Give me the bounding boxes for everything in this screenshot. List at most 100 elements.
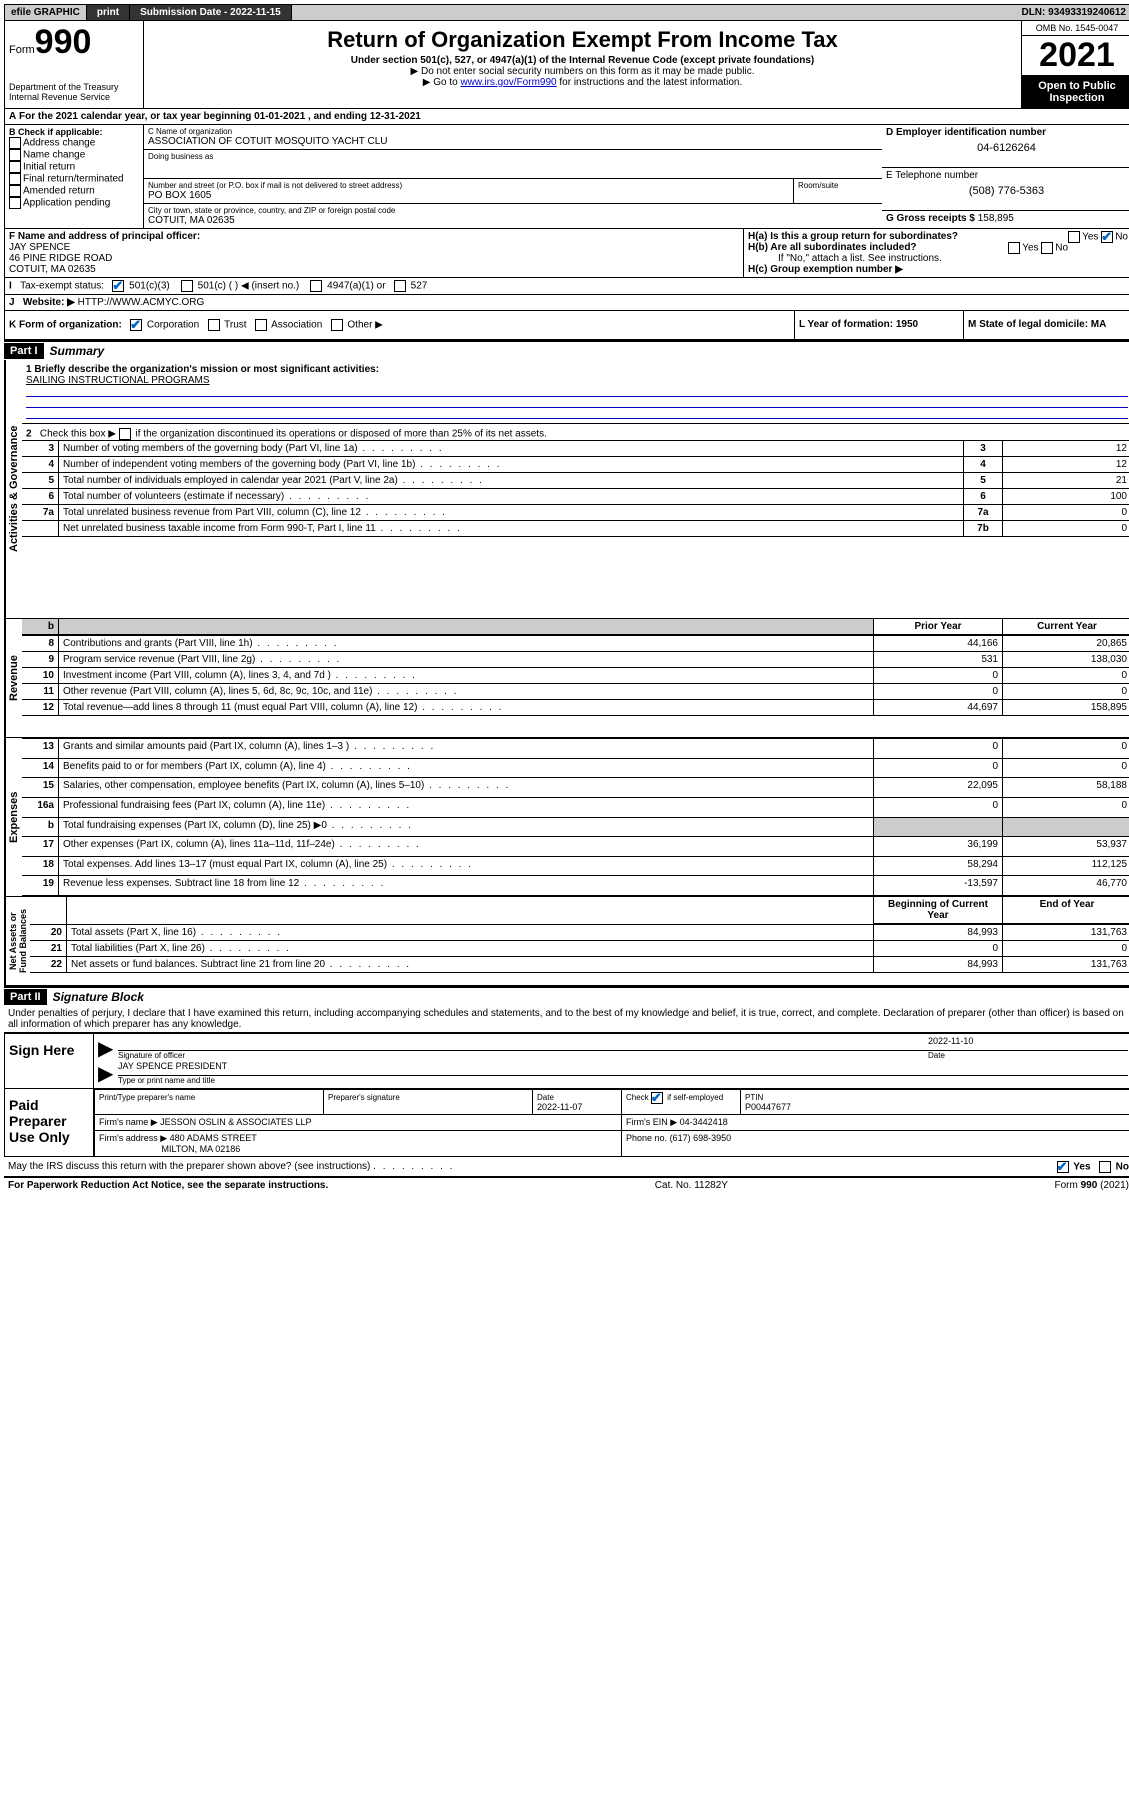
discuss-no[interactable] bbox=[1099, 1161, 1111, 1173]
checkbox-address-change[interactable] bbox=[9, 137, 21, 149]
checkbox-final-return[interactable] bbox=[9, 173, 21, 185]
paid-preparer-label: Paid Preparer Use Only bbox=[5, 1089, 94, 1156]
vlabel-revenue: Revenue bbox=[5, 619, 22, 737]
hb-no[interactable] bbox=[1041, 242, 1053, 254]
form-subtitle: Under section 501(c), 527, or 4947(a)(1)… bbox=[148, 55, 1017, 66]
arrow-icon: ▶ bbox=[98, 1061, 118, 1086]
officer-type-label: Type or print name and title bbox=[118, 1076, 1128, 1085]
part1-body: Activities & Governance 1 Briefly descri… bbox=[4, 360, 1129, 619]
page-footer: For Paperwork Reduction Act Notice, see … bbox=[4, 1177, 1129, 1193]
table-row: 12Total revenue—add lines 8 through 11 (… bbox=[22, 700, 1129, 716]
part1-header: Part I bbox=[4, 343, 44, 359]
irs-label: Internal Revenue Service bbox=[9, 92, 139, 102]
org-name: ASSOCIATION OF COTUIT MOSQUITO YACHT CLU bbox=[148, 136, 878, 147]
omb-number: OMB No. 1545-0047 bbox=[1022, 21, 1129, 36]
checkbox-self-employed[interactable] bbox=[651, 1092, 663, 1104]
open-inspection: Open to Public Inspection bbox=[1022, 76, 1129, 108]
part1-title: Summary bbox=[44, 342, 111, 360]
revenue-table: b Prior Year Current Year bbox=[22, 619, 1129, 635]
q2-text: 2 Check this box ▶ if the organization d… bbox=[22, 424, 1129, 440]
klm-block: K Form of organization: Corporation Trus… bbox=[4, 311, 1129, 340]
checkbox-527[interactable] bbox=[394, 280, 406, 292]
hb-row: H(b) Are all subordinates included? Yes … bbox=[748, 242, 1128, 253]
perjury-text: Under penalties of perjury, I declare th… bbox=[4, 1006, 1129, 1032]
checkbox-discontinued[interactable] bbox=[119, 428, 131, 440]
identity-block: B Check if applicable: Address change Na… bbox=[4, 125, 1129, 229]
table-row: 11Other revenue (Part VIII, column (A), … bbox=[22, 684, 1129, 700]
ha-yes[interactable] bbox=[1068, 231, 1080, 243]
form-number: Form990 bbox=[9, 23, 139, 62]
netassets-block: Net Assets or Fund Balances Beginning of… bbox=[4, 897, 1129, 986]
dept-label: Department of the Treasury bbox=[9, 82, 139, 92]
gross-receipts-value: 158,895 bbox=[978, 213, 1014, 224]
checkbox-name-change[interactable] bbox=[9, 149, 21, 161]
irs-link[interactable]: www.irs.gov/Form990 bbox=[460, 77, 556, 88]
note-ssn: ▶ Do not enter social security numbers o… bbox=[148, 66, 1017, 77]
part1-bar: Part I Summary bbox=[4, 340, 1129, 360]
netassets-rows: 20Total assets (Part X, line 16)84,99313… bbox=[30, 924, 1129, 973]
checkbox-501c3[interactable] bbox=[112, 280, 124, 292]
vlabel-governance: Activities & Governance bbox=[5, 360, 22, 618]
year-formation: L Year of formation: 1950 bbox=[795, 311, 964, 339]
checkbox-4947[interactable] bbox=[310, 280, 322, 292]
org-address: PO BOX 1605 bbox=[148, 190, 789, 201]
dba-label: Doing business as bbox=[148, 152, 878, 161]
print-button[interactable]: print bbox=[87, 5, 130, 20]
footer-left: For Paperwork Reduction Act Notice, see … bbox=[8, 1180, 328, 1191]
header-center: Return of Organization Exempt From Incom… bbox=[144, 21, 1021, 108]
header-right: OMB No. 1545-0047 2021 Open to Public In… bbox=[1021, 21, 1129, 108]
table-row: 4Number of independent voting members of… bbox=[22, 457, 1129, 473]
form-org-label: K Form of organization: bbox=[9, 320, 122, 331]
part2-header: Part II bbox=[4, 989, 47, 1005]
efile-label: efile GRAPHIC bbox=[5, 5, 87, 20]
ha-row: H(a) Is this a group return for subordin… bbox=[748, 231, 1128, 242]
box-b: B Check if applicable: Address change Na… bbox=[5, 125, 144, 228]
dln-label: DLN: 93493319240612 bbox=[1015, 5, 1129, 20]
officer-name: JAY SPENCE bbox=[9, 242, 70, 253]
signature-block: Sign Here ▶ 2022-11-10 Signature of offi… bbox=[4, 1032, 1129, 1157]
checkbox-initial-return[interactable] bbox=[9, 161, 21, 173]
part2-title: Signature Block bbox=[47, 988, 150, 1006]
vlabel-netassets: Net Assets or Fund Balances bbox=[5, 897, 30, 985]
discuss-yes[interactable] bbox=[1057, 1161, 1069, 1173]
hc-row: H(c) Group exemption number ▶ bbox=[748, 264, 1128, 275]
officer-name-title: JAY SPENCE PRESIDENT bbox=[118, 1061, 1128, 1076]
firm-addr1: 480 ADAMS STREET bbox=[170, 1133, 257, 1143]
note-link: ▶ Go to www.irs.gov/Form990 for instruct… bbox=[148, 77, 1017, 88]
checkbox-amended[interactable] bbox=[9, 185, 21, 197]
checkbox-app-pending[interactable] bbox=[9, 197, 21, 209]
checkbox-trust[interactable] bbox=[208, 319, 220, 331]
ha-no[interactable] bbox=[1101, 231, 1113, 243]
submission-date: Submission Date - 2022-11-15 bbox=[130, 5, 292, 20]
checkbox-other[interactable] bbox=[331, 319, 343, 331]
state-domicile: M State of legal domicile: MA bbox=[964, 311, 1129, 339]
table-row: 5Total number of individuals employed in… bbox=[22, 473, 1129, 489]
checkbox-assoc[interactable] bbox=[255, 319, 267, 331]
officer-group-block: F Name and address of principal officer:… bbox=[4, 229, 1129, 311]
arrow-icon: ▶ bbox=[98, 1036, 118, 1061]
sig-officer-label: Signature of officer bbox=[118, 1051, 928, 1060]
discuss-row: May the IRS discuss this return with the… bbox=[4, 1157, 1129, 1177]
table-row: 17Other expenses (Part IX, column (A), l… bbox=[22, 837, 1129, 857]
table-row: 22Net assets or fund balances. Subtract … bbox=[30, 957, 1129, 973]
checkbox-corp[interactable] bbox=[130, 319, 142, 331]
table-row: 13Grants and similar amounts paid (Part … bbox=[22, 739, 1129, 759]
checkbox-501c[interactable] bbox=[181, 280, 193, 292]
expenses-block: Expenses 13Grants and similar amounts pa… bbox=[4, 738, 1129, 897]
org-city: COTUIT, MA 02635 bbox=[148, 215, 878, 226]
table-row: 18Total expenses. Add lines 13–17 (must … bbox=[22, 856, 1129, 876]
table-row: 21Total liabilities (Part X, line 26)00 bbox=[30, 941, 1129, 957]
hb-yes[interactable] bbox=[1008, 242, 1020, 254]
table-row: 8Contributions and grants (Part VIII, li… bbox=[22, 636, 1129, 652]
officer-addr2: COTUIT, MA 02635 bbox=[9, 264, 96, 275]
ptin-value: P00447677 bbox=[745, 1102, 791, 1112]
table-row: 15Salaries, other compensation, employee… bbox=[22, 778, 1129, 798]
firm-phone: (617) 698-3950 bbox=[670, 1133, 732, 1143]
table-row: 3Number of voting members of the governi… bbox=[22, 441, 1129, 457]
phone-value: (508) 776-5363 bbox=[886, 185, 1127, 197]
website-label: Website: ▶ bbox=[23, 297, 75, 308]
sign-here-label: Sign Here bbox=[5, 1034, 94, 1088]
q1-label: 1 Briefly describe the organization's mi… bbox=[26, 364, 379, 375]
ein-value: 04-6126264 bbox=[886, 142, 1127, 154]
prep-date: 2022-11-07 bbox=[537, 1102, 582, 1112]
